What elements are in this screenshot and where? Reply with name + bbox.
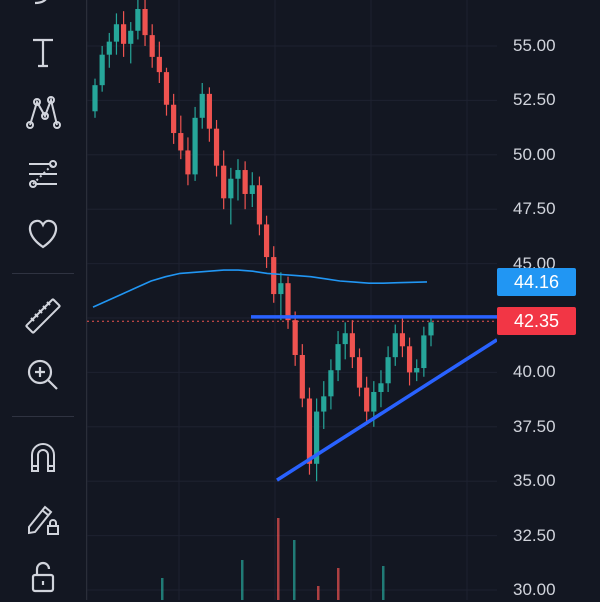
candle-body (99, 54, 105, 86)
candle-body (321, 396, 327, 412)
volume-bar (337, 568, 340, 600)
candle-body (185, 150, 191, 175)
candle-body (206, 93, 212, 129)
price-chart[interactable] (87, 0, 497, 600)
moving-average-line (92, 269, 428, 308)
candle-body (199, 93, 205, 118)
curve-tool-icon[interactable] (13, 0, 73, 28)
candle-body (414, 368, 420, 373)
ruler-measure-icon[interactable] (13, 291, 73, 341)
candle-body (428, 322, 434, 336)
lock-drawing-icon[interactable] (13, 494, 73, 544)
candle-body (406, 346, 413, 373)
candle-body (399, 333, 406, 347)
candle-body (221, 165, 227, 199)
price-tick-label: 40.00 (513, 362, 556, 382)
moving-average-label: 44.16 (497, 267, 576, 296)
candle-body (242, 170, 248, 194)
volume-bar (277, 518, 280, 600)
candle-body (335, 344, 341, 371)
volume-bars (161, 518, 385, 600)
chart-grid (87, 0, 497, 600)
text-tool-icon[interactable] (13, 27, 73, 77)
price-tick-label: 35.00 (513, 471, 556, 491)
price-tick-label: 47.50 (513, 199, 556, 219)
volume-bar (241, 560, 244, 600)
price-tick-label: 55.00 (513, 36, 556, 55)
candle-body (371, 391, 377, 412)
candle-body (178, 133, 184, 151)
pattern-tool-icon[interactable] (13, 87, 73, 137)
favorites-heart-icon[interactable] (13, 208, 73, 258)
price-axis[interactable]: 55.0052.5050.0047.5045.0042.5040.0037.50… (497, 0, 600, 600)
fib-tool-icon[interactable] (13, 149, 73, 199)
candle-body (128, 30, 134, 44)
candle-body (163, 72, 170, 105)
candle-body (135, 9, 141, 31)
price-tick-label: 32.50 (513, 525, 556, 545)
candle-body (156, 56, 162, 73)
candle-body (306, 398, 313, 464)
candle-body (106, 41, 112, 55)
toolbar-divider (12, 416, 74, 417)
ascending-trendline (276, 338, 497, 482)
candle-body (278, 283, 284, 295)
candle-body (314, 411, 320, 464)
candle-body (271, 257, 277, 295)
candle-body (92, 85, 98, 112)
candle-body (149, 35, 155, 57)
lock-icon[interactable] (13, 552, 73, 602)
volume-bar (161, 578, 164, 600)
candle-body (142, 9, 148, 36)
candle-body (256, 185, 263, 225)
candle-body (263, 224, 270, 258)
candle-body (235, 170, 241, 179)
price-tick-label: 45.00 (513, 253, 556, 273)
volume-bar (382, 566, 385, 600)
candle-body (421, 335, 427, 369)
candle-body (120, 24, 127, 44)
price-tick-label: 50.00 (513, 144, 556, 164)
toolbar-divider (12, 273, 74, 274)
candle-body (385, 357, 391, 384)
candle-body (192, 117, 198, 175)
volume-bar (317, 586, 320, 600)
candle-body (378, 383, 384, 392)
candle-body (292, 320, 298, 355)
candle-body (228, 178, 234, 199)
price-tick-label: 52.50 (513, 90, 556, 110)
zoom-in-icon[interactable] (13, 350, 73, 400)
candle-body (299, 354, 305, 399)
candle-body (249, 185, 255, 194)
candle-body (328, 370, 334, 397)
magnet-icon[interactable] (13, 432, 73, 482)
candle-body (342, 333, 348, 345)
candle-body (213, 128, 220, 166)
candle-body (356, 357, 363, 388)
candlesticks (92, 0, 434, 482)
candle-body (285, 283, 291, 321)
candle-body (349, 333, 355, 358)
price-tick-label: 37.50 (513, 416, 556, 436)
candle-body (171, 104, 177, 134)
candle-body (113, 24, 120, 42)
candle-body (392, 333, 398, 358)
last-price-label: 42.35 (497, 307, 576, 336)
drawing-toolbar (0, 0, 87, 600)
candle-body (364, 387, 370, 412)
price-tick-label: 30.00 (513, 580, 556, 599)
volume-bar (293, 540, 296, 600)
